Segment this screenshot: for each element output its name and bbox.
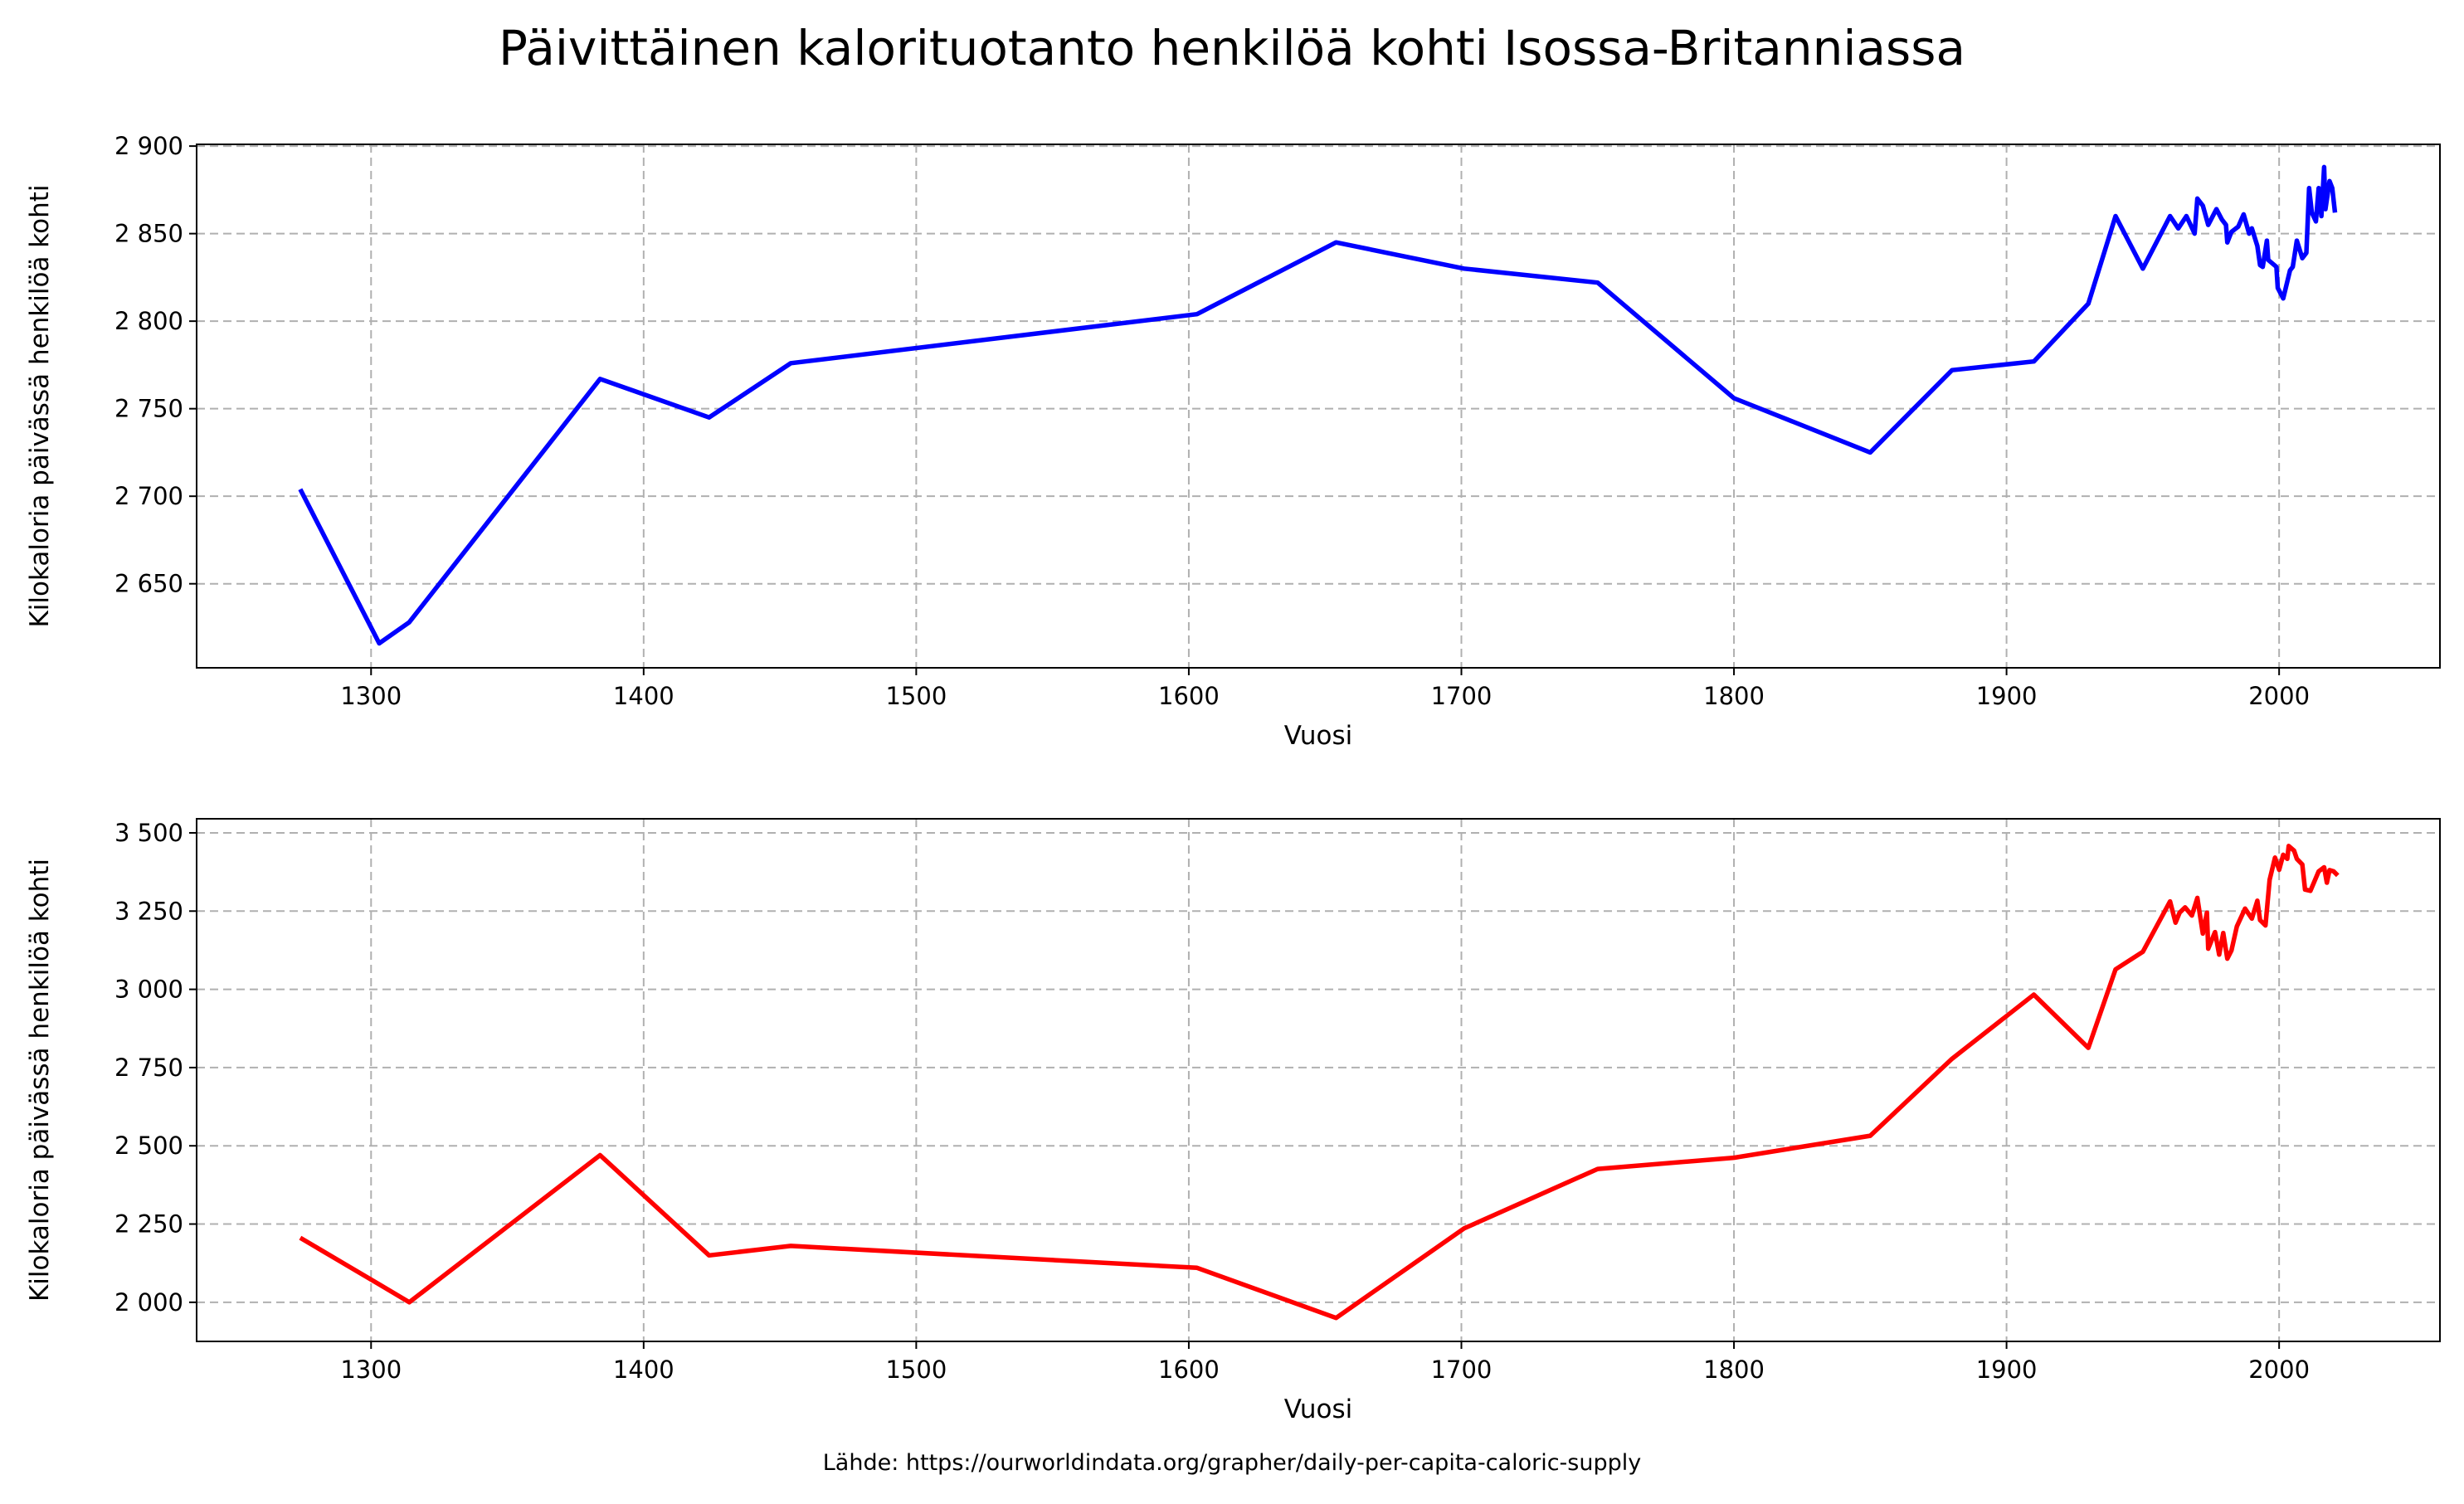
x-axis-label: Vuosi <box>1284 721 1352 751</box>
y-tick-label: 2 750 <box>114 395 183 423</box>
x-tick-label: 1900 <box>1976 682 2038 710</box>
y-tick-label: 3 500 <box>114 819 183 847</box>
y-tick-label: 3 000 <box>114 976 183 1004</box>
x-tick-label: 2000 <box>2248 682 2310 710</box>
source-note: Lähde: https://ourworldindata.org/graphe… <box>823 1450 1641 1476</box>
x-tick-label: 1900 <box>1976 1356 2038 1384</box>
y-tick-label: 2 850 <box>114 220 183 248</box>
y-tick-label: 2 900 <box>114 132 183 160</box>
x-tick-label: 1400 <box>613 682 674 710</box>
y-axis-label: Kilokaloria päivässä henkilöä kohti <box>25 859 55 1302</box>
x-tick-label: 1300 <box>340 682 402 710</box>
x-tick-label: 1800 <box>1703 1356 1765 1384</box>
axes-frame <box>196 144 2441 669</box>
bottom-chart: 1300 1400 1500 1600 1700 1800 1900 2000 2 000 2 2… <box>25 818 2441 1424</box>
top-chart: 1300 1400 1500 1600 1700 1800 1900 2000 2 650 2 7… <box>25 132 2441 751</box>
y-tick-label: 2 750 <box>114 1054 183 1082</box>
series-line <box>298 164 2338 646</box>
axes-frame <box>196 818 2441 1342</box>
x-tick-label: 1600 <box>1158 682 1220 710</box>
y-tick-label: 2 250 <box>114 1210 183 1239</box>
y-axis-label: Kilokaloria päivässä henkilöä kohti <box>25 184 55 627</box>
x-tick-label: 1500 <box>885 682 947 710</box>
x-axis-label: Vuosi <box>1284 1394 1352 1424</box>
x-tick-label: 1500 <box>885 1356 947 1384</box>
x-tick-label: 1400 <box>613 1356 674 1384</box>
y-tick-label: 2 000 <box>114 1288 183 1317</box>
x-tick-label: 1300 <box>340 1356 402 1384</box>
x-tick-label: 1700 <box>1431 1356 1493 1384</box>
y-tick-label: 3 250 <box>114 897 183 925</box>
x-tick-label: 1800 <box>1703 682 1765 710</box>
series-line <box>299 844 2340 1321</box>
chart-title: Päivittäinen kalorituotanto henkilöä koh… <box>499 20 1965 76</box>
y-tick-label: 2 700 <box>114 482 183 510</box>
y-tick-label: 2 500 <box>114 1132 183 1160</box>
x-tick-label: 2000 <box>2248 1356 2310 1384</box>
y-tick-label: 2 650 <box>114 570 183 598</box>
x-tick-label: 1700 <box>1431 682 1493 710</box>
x-tick-label: 1600 <box>1158 1356 1220 1384</box>
y-tick-label: 2 800 <box>114 307 183 335</box>
